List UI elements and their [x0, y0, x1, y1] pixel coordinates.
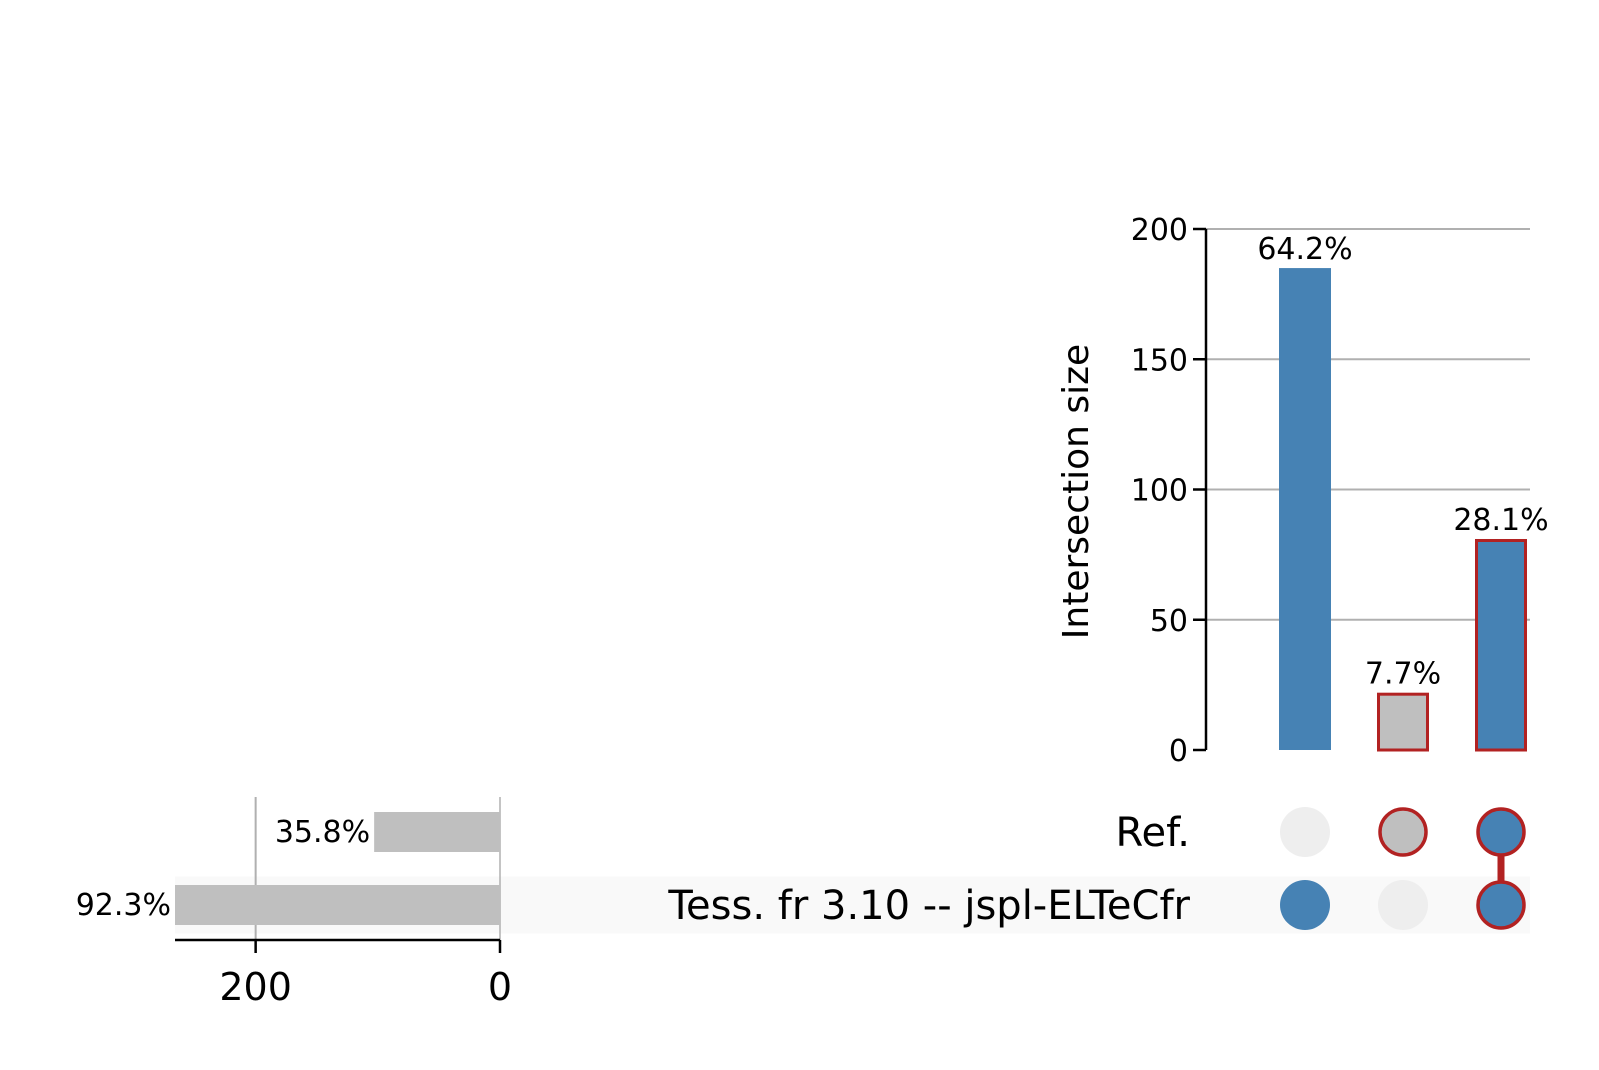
set-size-bar-label: 92.3%	[76, 888, 171, 923]
intersection-tick-label: 150	[1131, 343, 1188, 378]
intersection-bar	[1279, 268, 1331, 750]
matrix-dot-inactive	[1280, 807, 1330, 857]
matrix-dot-active	[1476, 807, 1526, 857]
set-name-label: Ref.	[1116, 810, 1191, 856]
text-layer: 0 50 100 150 200 Intersection size 64.2% 7.7% 28…	[76, 213, 1549, 1009]
set-name-label: Tess. fr 3.10 -- jspl-ELTeCfr	[667, 883, 1190, 929]
set-size-bar	[374, 812, 500, 852]
matrix-dot-active	[1378, 807, 1428, 857]
set-size-bar	[175, 885, 500, 925]
axes-layer	[175, 227, 1208, 953]
intersection-bar-label: 28.1%	[1453, 503, 1548, 538]
matrix-dot-active	[1280, 880, 1330, 930]
intersection-tick-label: 200	[1131, 213, 1188, 248]
intersection-tick-label: 50	[1150, 604, 1188, 639]
intersection-bar	[1377, 692, 1429, 752]
intersection-axis-label: Intersection size	[1056, 344, 1097, 639]
set-size-tick-label: 0	[488, 965, 512, 1009]
intersection-bar	[1475, 538, 1527, 752]
matrix-dot-inactive	[1378, 880, 1428, 930]
intersection-tick-label: 100	[1131, 474, 1188, 509]
marks-layer	[175, 268, 1527, 930]
set-size-bar-label: 35.8%	[275, 815, 370, 850]
intersection-tick-label: 0	[1169, 734, 1188, 769]
matrix-dot-active	[1476, 880, 1526, 930]
intersection-bar-label: 7.7%	[1365, 657, 1441, 692]
intersection-bar-label: 64.2%	[1257, 232, 1352, 267]
set-size-tick-label: 200	[219, 965, 292, 1009]
